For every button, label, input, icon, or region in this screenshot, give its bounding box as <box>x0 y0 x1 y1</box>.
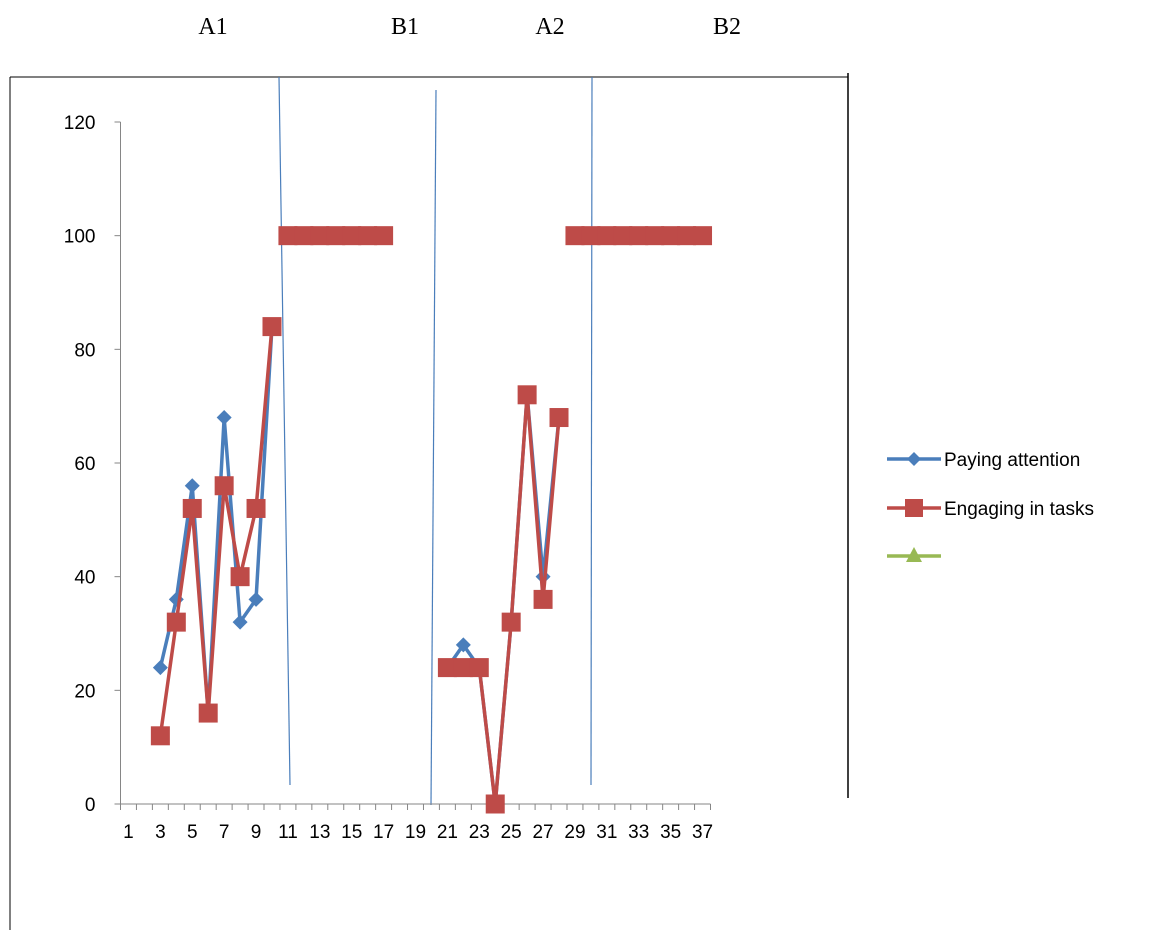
legend-item-engaging-in-tasks: Engaging in tasks <box>887 499 1094 520</box>
x-tick-label: 25 <box>501 822 522 843</box>
y-tick-label: 0 <box>85 795 96 816</box>
x-tick-label: 37 <box>692 822 713 843</box>
data-point-square <box>629 226 649 246</box>
phase-line-a1-b1 <box>278 76 291 786</box>
series-engaging-in-tasks <box>150 226 713 814</box>
x-tick-label: 19 <box>405 822 426 843</box>
y-tick-label: 20 <box>74 681 95 702</box>
data-point-square <box>581 226 601 246</box>
y-tick-label: 100 <box>64 227 96 248</box>
data-point-square <box>485 794 505 814</box>
x-tick-label: 33 <box>628 822 649 843</box>
legend: Paying attention Engaging in tasks <box>887 450 1094 562</box>
x-tick-label: 23 <box>469 822 490 843</box>
data-point-diamond <box>455 637 471 653</box>
phase-label-b1: B1 <box>391 14 419 40</box>
data-point-square <box>469 658 489 678</box>
legend-label-attention: Paying attention <box>944 450 1080 471</box>
data-point-square <box>501 612 521 632</box>
legend-item-paying-attention: Paying attention <box>887 450 1080 471</box>
x-tick-label: 7 <box>219 822 230 843</box>
data-point-square <box>533 589 553 609</box>
diamond-marker-icon <box>907 452 921 466</box>
data-point-diamond <box>152 660 168 676</box>
data-point-square <box>517 385 537 405</box>
x-tick-label: 5 <box>187 822 198 843</box>
triangle-marker-icon <box>906 547 922 562</box>
data-point-square <box>613 226 633 246</box>
data-point-square <box>677 226 697 246</box>
data-point-square <box>198 703 218 723</box>
data-point-square <box>278 226 298 246</box>
legend-item-third-series <box>887 547 941 562</box>
data-point-diamond <box>184 478 200 494</box>
y-tick-label: 80 <box>74 340 95 361</box>
legend-label-tasks: Engaging in tasks <box>944 499 1094 520</box>
x-tick-label: 17 <box>373 822 394 843</box>
data-point-square <box>166 612 186 632</box>
data-point-square <box>310 226 330 246</box>
y-tick-label: 60 <box>74 454 95 475</box>
series-line <box>158 326 274 737</box>
data-point-square <box>262 317 282 337</box>
phase-line-b1-a2 <box>430 89 437 806</box>
data-point-square <box>374 226 394 246</box>
x-tick-label: 21 <box>437 822 458 843</box>
data-point-square <box>565 226 585 246</box>
x-tick-label: 31 <box>596 822 617 843</box>
data-point-square <box>597 226 617 246</box>
data-point-square <box>661 226 681 246</box>
x-tick-label: 9 <box>251 822 262 843</box>
data-point-diamond <box>232 614 248 630</box>
data-point-diamond <box>216 410 232 426</box>
data-point-diamond <box>248 591 264 607</box>
data-point-square <box>437 658 457 678</box>
data-point-square <box>214 476 234 496</box>
data-point-square <box>246 498 266 518</box>
data-point-square <box>182 498 202 518</box>
x-tick-label: 35 <box>660 822 681 843</box>
data-point-square <box>453 658 473 678</box>
series-layer <box>150 226 713 814</box>
data-point-square <box>358 226 378 246</box>
y-tick-label: 120 <box>64 113 96 134</box>
x-tick-label: 3 <box>155 822 166 843</box>
series-line <box>158 326 274 715</box>
data-point-square <box>150 726 170 746</box>
data-point-square <box>693 226 713 246</box>
data-point-square <box>342 226 362 246</box>
data-point-square <box>549 408 569 428</box>
y-tick-label: 40 <box>74 568 95 589</box>
phase-label-a1: A1 <box>198 14 227 40</box>
x-tick-label: 15 <box>341 822 362 843</box>
data-point-square <box>294 226 314 246</box>
x-tick-label: 13 <box>309 822 330 843</box>
data-point-square <box>230 567 250 587</box>
x-tick-label: 11 <box>278 822 298 843</box>
phase-label-a2: A2 <box>535 14 564 40</box>
x-tick-label: 27 <box>532 822 553 843</box>
square-marker-icon <box>905 499 923 517</box>
phase-line-a2-b2 <box>590 76 593 786</box>
x-tick-label: 29 <box>564 822 585 843</box>
data-point-square <box>326 226 346 246</box>
phase-label-b2: B2 <box>713 14 741 40</box>
data-point-square <box>645 226 665 246</box>
x-tick-label: 1 <box>123 822 134 843</box>
